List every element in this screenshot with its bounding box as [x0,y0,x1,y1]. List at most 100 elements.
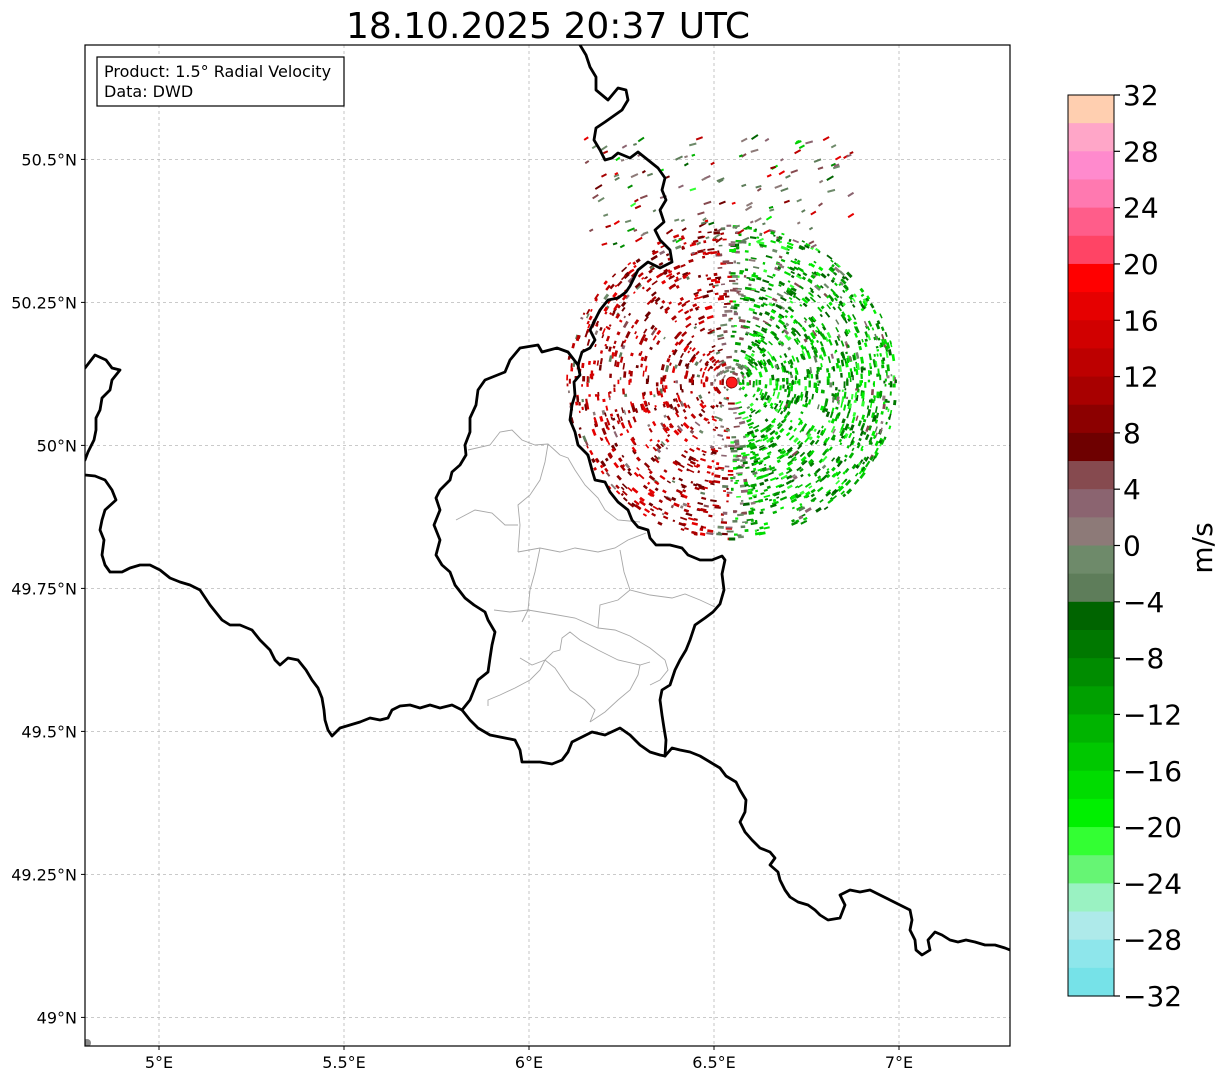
echo-pixel [800,459,807,465]
echo-pixel [750,501,756,505]
echo-pixel [709,445,715,450]
echo-pixel [803,320,807,324]
echo-pixel [757,468,762,472]
echo-pixel [714,280,721,284]
colorbar-tick-label: 16 [1123,304,1159,337]
echo-pixel [604,421,609,430]
echo-pixel [684,527,689,531]
echo-pixel [810,210,817,216]
echo-pixel [681,484,686,489]
echo-pixel [589,449,594,456]
echo-pixel [691,521,699,526]
echo-pixel [866,405,870,410]
echo-pixel [625,331,631,339]
echo-pixel [790,270,795,275]
echo-pixel [713,233,721,240]
echo-pixel [863,342,868,348]
echo-pixel [848,452,855,459]
echo-pixel [613,220,620,226]
echo-pixel [795,356,800,363]
echo-pixel [754,531,762,536]
echo-pixel [717,266,723,269]
echo-pixel [874,440,880,447]
echo-pixel [775,303,783,310]
echo-pixel [789,266,795,272]
echo-pixel [654,296,661,303]
echo-pixel [732,224,741,229]
echo-pixel [638,473,645,480]
echo-pixel [691,353,697,359]
echo-pixel [715,404,719,408]
echo-pixel [832,365,836,372]
echo-pixel [731,367,735,371]
echo-pixel [759,481,765,486]
echo-pixel [790,169,799,174]
echo-pixel [791,381,795,385]
echo-pixel [855,388,859,391]
echo-pixel [655,447,662,454]
echo-pixel [613,384,616,387]
echo-pixel [772,391,776,397]
echo-pixel [659,272,664,277]
echo-pixel [853,400,857,404]
echo-pixel [689,187,697,192]
echo-pixel [683,438,689,443]
echo-pixel [604,311,608,315]
echo-pixel [578,410,581,414]
echo-pixel [854,326,860,334]
echo-pixel [872,359,876,365]
echo-pixel [708,221,715,226]
echo-pixel [889,391,892,396]
echo-pixel [643,355,648,362]
echo-pixel [844,423,850,431]
echo-pixel [689,142,697,147]
echo-pixel [714,505,721,509]
echo-pixel [820,305,825,310]
echo-pixel [693,326,697,330]
echo-pixel [627,467,632,472]
echo-pixel [646,279,651,283]
echo-pixel [689,429,695,435]
echo-pixel [596,394,600,401]
echo-pixel [656,340,661,346]
echo-pixel [616,474,622,481]
echo-pixel [762,359,767,365]
echo-pixel [707,465,713,469]
echo-pixel [840,340,845,347]
echo-pixel [663,387,667,393]
echo-pixel [658,499,664,504]
echo-pixel [828,446,833,451]
colorbar-tick-label: 12 [1123,361,1159,394]
echo-pixel [612,292,618,298]
echo-pixel [823,352,827,357]
echo-pixel [664,306,671,313]
echo-pixel [889,381,893,388]
echo-pixel [864,338,868,342]
echo-pixel [698,358,703,363]
echo-pixel [786,394,790,398]
echo-pixel [730,441,735,444]
y-tick-label: 50°N [37,436,77,455]
echo-pixel [695,136,703,141]
echo-pixel [796,221,801,225]
echo-pixel [681,331,688,337]
echo-pixel [790,397,795,404]
echo-pixel [763,526,770,530]
echo-pixel [741,294,746,298]
echo-pixel [581,384,584,387]
echo-pixel [794,376,798,381]
echo-pixel [765,215,773,221]
echo-pixel [606,427,610,431]
echo-pixel [682,271,689,276]
echo-pixel [709,365,714,370]
echo-pixel [647,492,653,497]
echo-pixel [713,378,717,382]
echo-pixel [801,350,806,357]
echo-pixel [872,309,877,315]
echo-pixel [690,413,697,420]
echo-pixel [611,273,617,278]
echo-pixel [755,324,761,328]
echo-pixel [691,434,699,440]
echo-pixel [711,358,717,364]
